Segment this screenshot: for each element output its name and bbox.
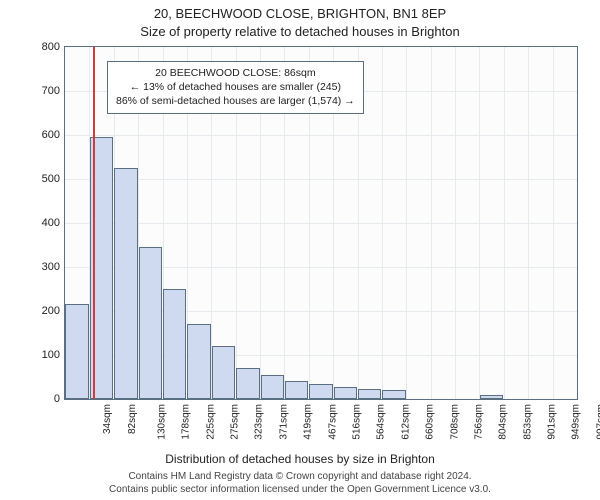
annotation-line-1: 20 BEECHWOOD CLOSE: 86sqm	[116, 66, 355, 80]
chart-footer: Contains HM Land Registry data © Crown c…	[0, 471, 600, 496]
gridline-v	[553, 47, 554, 399]
y-tick-label: 200	[6, 305, 64, 317]
gridline-v	[406, 47, 407, 399]
y-tick-label: 300	[6, 261, 64, 273]
gridline-h	[65, 179, 577, 180]
histogram-bar	[212, 346, 235, 399]
footer-line-2: Contains public sector information licen…	[0, 484, 600, 497]
histogram-bar	[334, 387, 357, 399]
y-tick-label: 0	[6, 393, 64, 405]
gridline-v	[382, 47, 383, 399]
histogram-bar	[382, 390, 405, 399]
annotation-line-2: ← 13% of detached houses are smaller (24…	[116, 80, 355, 94]
histogram-bar	[358, 389, 381, 399]
y-tick-label: 500	[6, 173, 64, 185]
histogram-bar	[187, 324, 210, 399]
y-tick-label: 600	[6, 129, 64, 141]
y-tick-label: 400	[6, 217, 64, 229]
histogram-bar	[261, 375, 284, 399]
histogram-bar	[65, 304, 88, 399]
footer-line-1: Contains HM Land Registry data © Crown c…	[0, 471, 600, 484]
histogram-bar	[285, 381, 308, 399]
histogram-bar	[114, 168, 137, 399]
plot-inner: 20 BEECHWOOD CLOSE: 86sqm← 13% of detach…	[65, 47, 577, 399]
property-marker-line	[93, 47, 95, 399]
x-axis-label: Distribution of detached houses by size …	[0, 452, 600, 466]
x-tick-labels: 34sqm82sqm130sqm178sqm225sqm275sqm323sqm…	[64, 400, 578, 440]
gridline-v	[431, 47, 432, 399]
histogram-bar	[139, 247, 162, 399]
gridline-v	[479, 47, 480, 399]
gridline-v	[528, 47, 529, 399]
y-tick-label: 100	[6, 349, 64, 361]
property-size-chart: 20, BEECHWOOD CLOSE, BRIGHTON, BN1 8EP S…	[0, 0, 600, 500]
gridline-h	[65, 223, 577, 224]
histogram-bar	[236, 368, 259, 399]
x-tick-label: 997sqm	[595, 404, 600, 440]
histogram-bar	[480, 395, 503, 399]
gridline-h	[65, 135, 577, 136]
y-tick-label: 800	[6, 41, 64, 53]
chart-title-address: 20, BEECHWOOD CLOSE, BRIGHTON, BN1 8EP	[0, 6, 600, 21]
annotation-box: 20 BEECHWOOD CLOSE: 86sqm← 13% of detach…	[107, 61, 364, 114]
plot-area: 20 BEECHWOOD CLOSE: 86sqm← 13% of detach…	[64, 46, 578, 400]
gridline-v	[504, 47, 505, 399]
histogram-bar	[309, 384, 332, 399]
y-tick-label: 700	[6, 85, 64, 97]
chart-subtitle: Size of property relative to detached ho…	[0, 24, 600, 39]
histogram-bar	[163, 289, 186, 399]
annotation-line-3: 86% of semi-detached houses are larger (…	[116, 94, 355, 108]
y-tick-labels: 0100200300400500600700800	[0, 46, 64, 400]
gridline-v	[455, 47, 456, 399]
